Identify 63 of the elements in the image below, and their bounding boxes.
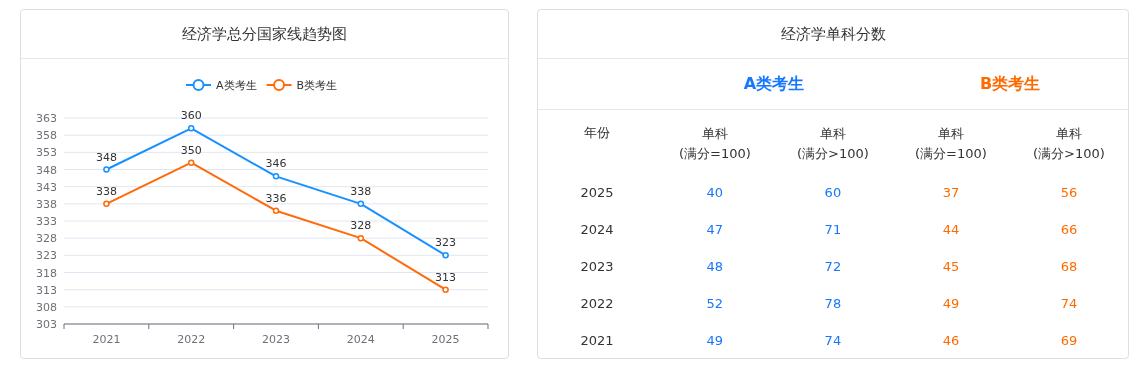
- data-label: 346: [265, 157, 287, 171]
- data-label: 78: [823, 295, 843, 313]
- data-label: 350: [180, 143, 202, 157]
- data-label: 72: [823, 258, 843, 276]
- data-label: 71: [823, 221, 843, 239]
- data-label: 66: [1059, 221, 1079, 239]
- data-label: 48: [705, 258, 725, 276]
- y-tick-label: 313: [36, 283, 57, 297]
- x-tick-label: 2024: [346, 333, 375, 346]
- data-label: 49: [705, 332, 725, 350]
- data-label: 69: [1059, 332, 1079, 350]
- x-tick-label: 2021: [92, 333, 121, 346]
- data-label: 47: [705, 221, 725, 239]
- y-tick-label: 308: [36, 300, 57, 314]
- y-tick-label: 303: [36, 318, 57, 331]
- y-tick-label: 363: [36, 112, 57, 125]
- y-axis-title: 年份: [582, 124, 611, 142]
- x-tick-label: 2023: [262, 333, 290, 346]
- y-tick-label: 2022: [579, 295, 615, 313]
- text: A类考生: [742, 73, 806, 95]
- x-tick-label: 单科(满分=100): [677, 125, 752, 163]
- y-tick-label: 323: [36, 249, 57, 263]
- data-label: 56: [1059, 184, 1079, 202]
- y-tick-label: 358: [36, 129, 57, 143]
- y-tick-label: 328: [36, 232, 57, 246]
- y-tick-label: 348: [36, 163, 57, 177]
- x-tick-label: 2025: [431, 333, 460, 346]
- data-label: 336: [265, 191, 287, 205]
- y-tick-label: 2024: [579, 221, 615, 239]
- y-tick-label: 338: [36, 197, 57, 211]
- data-label: 338: [95, 184, 117, 198]
- data-label: 74: [823, 332, 843, 350]
- y-tick-label: 318: [36, 266, 57, 280]
- data-label: 68: [1059, 258, 1079, 276]
- y-tick-label: 353: [36, 146, 57, 160]
- data-label: 360: [180, 109, 202, 123]
- chart-title: 经济学单科分数: [538, 10, 1128, 59]
- data-label: 313: [435, 270, 457, 284]
- x-tick-label: 单科(满分>100): [795, 125, 870, 163]
- text: B类考生: [978, 73, 1042, 95]
- data-label: 44: [941, 221, 961, 239]
- data-label: 37: [941, 184, 961, 202]
- data-label: 46: [941, 332, 961, 350]
- data-label: 338: [350, 184, 372, 198]
- data-label: 60: [823, 184, 843, 202]
- data-label: 348: [95, 150, 117, 164]
- data-label: 45: [941, 258, 961, 276]
- data-label: 323: [435, 236, 457, 250]
- y-tick-label: 343: [36, 180, 57, 194]
- data-label: 74: [1059, 295, 1079, 313]
- x-tick-label: 2022: [177, 333, 206, 346]
- y-tick-label: 2023: [579, 258, 615, 276]
- data-label: 49: [941, 295, 961, 313]
- chart-title: 经济学总分国家线趋势图: [21, 10, 508, 59]
- legend-label: A类考生: [216, 79, 257, 92]
- x-tick-label: 单科(满分=100): [914, 125, 988, 163]
- x-tick-label: 单科(满分>100): [1032, 125, 1106, 163]
- y-tick-label: 333: [36, 215, 57, 228]
- data-label: 52: [705, 295, 725, 313]
- legend-label: B类考生: [296, 79, 338, 92]
- data-label: 328: [350, 219, 372, 233]
- data-label: 40: [705, 184, 725, 202]
- y-tick-label: 2025: [579, 184, 615, 202]
